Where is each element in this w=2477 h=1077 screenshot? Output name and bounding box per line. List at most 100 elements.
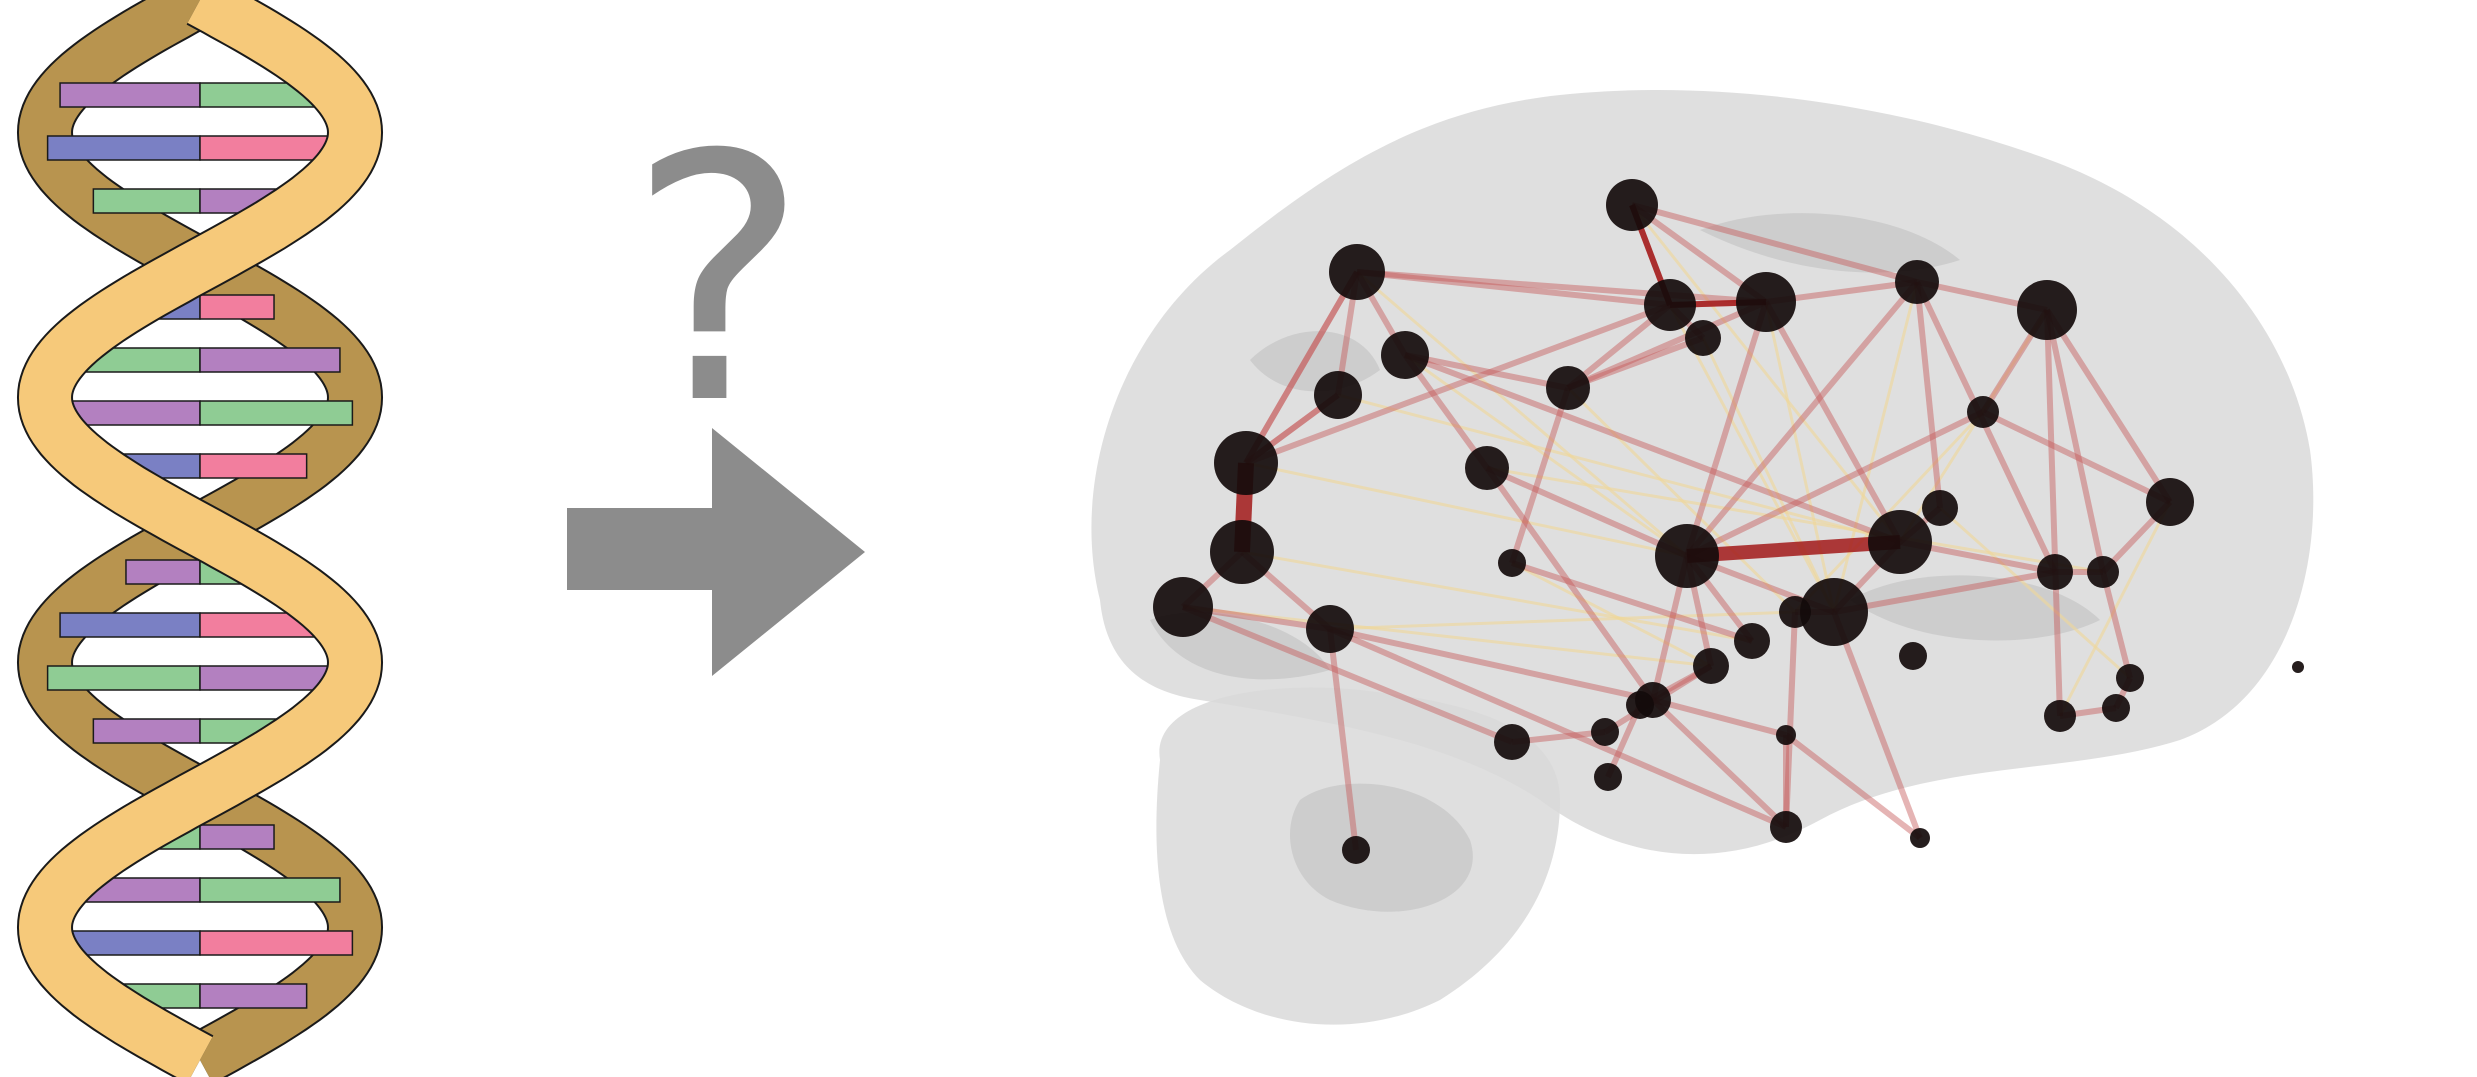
network-edge: [1763, 300, 1903, 544]
dna-base-pair-left: [59, 612, 201, 638]
network-edge-weak: [1630, 204, 1902, 543]
dna-base-pair-right: [199, 453, 308, 479]
network-edge: [1566, 335, 1705, 391]
network-node: [1770, 811, 1802, 843]
dna-base-pair-left: [46, 665, 201, 691]
network-edge: [1783, 611, 1798, 828]
network-edge: [1243, 270, 1360, 465]
network-node: [1734, 623, 1770, 659]
network-edge-weak: [1245, 461, 1688, 558]
network-edge-strong: [1686, 535, 1901, 563]
network-edge: [1684, 280, 1920, 558]
network-node: [1342, 836, 1370, 864]
network-edge: [2100, 571, 2133, 679]
network-node: [1626, 691, 1654, 719]
dna-base-pair-right: [199, 877, 341, 903]
network-node: [1306, 605, 1354, 653]
network-node: [2292, 661, 2304, 673]
dna-helix-icon: [16, 0, 384, 1077]
network-node: [2017, 280, 2077, 340]
network-node: [1779, 596, 1811, 628]
network-edges-weak: [1182, 204, 2172, 717]
network-edge: [1833, 569, 2056, 615]
question-mark: ?: [628, 83, 808, 479]
network-edge: [1244, 302, 1672, 466]
network-edge: [1403, 352, 1902, 545]
network-edge: [1181, 604, 1514, 745]
dna-base-pair-right: [199, 930, 354, 956]
network-edge: [1356, 269, 1671, 308]
network-node: [1329, 244, 1385, 300]
network-node: [1494, 724, 1530, 760]
network-edge: [1356, 269, 1767, 305]
dna-base-pair-right: [199, 983, 308, 1009]
network-node: [1381, 331, 1429, 379]
network-node: [1800, 578, 1868, 646]
network-edge: [2044, 309, 2063, 717]
network-node: [1314, 371, 1362, 419]
network-node: [1910, 828, 1930, 848]
network-node: [1214, 431, 1278, 495]
network-node: [1655, 524, 1719, 588]
network-edge-weak: [1701, 337, 1836, 613]
network-node: [1685, 320, 1721, 356]
network-edge: [2044, 309, 2106, 573]
network-edge-weak: [1668, 304, 1836, 613]
network-node: [1895, 260, 1939, 304]
network-node: [1591, 718, 1619, 746]
network-edge: [1831, 610, 1923, 840]
network-edge: [1650, 697, 1789, 830]
dna-front-strand: [18, 0, 382, 1077]
brain-outline: [1091, 89, 2314, 1025]
network-edge-weak: [1404, 353, 1688, 558]
network-nodes: [1153, 179, 2304, 864]
network-edge: [1511, 560, 1753, 644]
network-edge-weak: [1938, 506, 2132, 680]
network-edge: [1914, 281, 1943, 509]
network-edge-weak: [2058, 501, 2172, 717]
network-edge: [1684, 301, 1769, 557]
network-node: [1868, 510, 1932, 574]
brain-fold: [1700, 213, 1960, 273]
network-edge-weak: [1182, 605, 1712, 668]
network-edge: [1566, 299, 1768, 391]
network-node: [1776, 725, 1796, 745]
network-node: [1967, 396, 1999, 428]
network-edge: [1404, 352, 1569, 391]
network-edge: [1685, 409, 1985, 559]
network-node: [2037, 554, 2073, 590]
network-node: [1693, 648, 1729, 684]
network-node: [1153, 577, 1213, 637]
network-edge-weak: [1329, 610, 1796, 631]
network-node: [1210, 520, 1274, 584]
network-node: [2116, 664, 2144, 692]
brain-fold: [1290, 783, 1473, 912]
network-node: [1546, 366, 1590, 410]
network-node: [2044, 700, 2076, 732]
brain-fold: [1850, 575, 2100, 641]
network-edge: [1981, 409, 2172, 505]
network-edge: [1485, 465, 1689, 559]
dna-base-pair-right: [199, 294, 275, 320]
dna-base-pair-right: [199, 400, 354, 426]
dna-base-pair-left: [46, 135, 201, 161]
dna-base-pair-right: [199, 824, 275, 850]
brain-network-icon: [1091, 89, 2314, 1025]
network-edge: [1484, 466, 1656, 702]
network-edge: [1631, 202, 1918, 285]
network-edge: [1784, 732, 1922, 841]
network-edge-weak: [1511, 561, 1712, 668]
dna-base-pair-left: [59, 82, 201, 108]
network-edge: [1327, 628, 1359, 851]
network-node: [1465, 446, 1509, 490]
network-node: [2146, 478, 2194, 526]
brain-cerebrum: [1091, 89, 2314, 855]
dna-base-pair-left: [92, 188, 201, 214]
question-arrow: ?: [567, 83, 865, 676]
network-edge-weak: [1764, 301, 1836, 613]
network-edge: [1243, 270, 1360, 465]
network-node: [1594, 763, 1622, 791]
network-node: [1606, 179, 1658, 231]
network-edge: [1329, 626, 1654, 703]
